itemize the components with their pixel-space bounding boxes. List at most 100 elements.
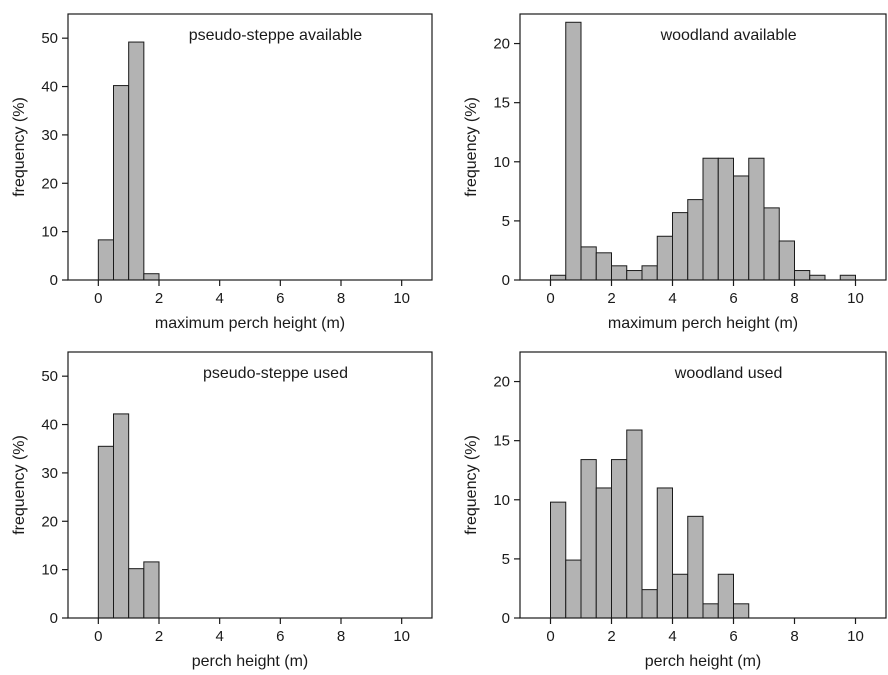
panel-pseudo-steppe-used: 0 2 4 6 8 10 0 10 20 30 40 50 perch height (m) freque…: [11, 351, 433, 670]
x-tick-label: 4: [215, 628, 223, 645]
y-tick-label: 20: [493, 36, 510, 53]
plot-frame: [519, 13, 887, 281]
y-tick-label: 5: [502, 551, 510, 568]
histogram-bar: [580, 459, 597, 619]
x-tick-label: 6: [729, 628, 737, 645]
histogram-bar: [687, 199, 704, 281]
y-tick-label: 30: [41, 127, 58, 144]
histogram-bar: [143, 273, 160, 281]
histogram-bar: [748, 157, 765, 281]
x-tick-label: 8: [790, 628, 798, 645]
y-tick-label: 20: [493, 374, 510, 391]
histogram-bar: [128, 41, 145, 281]
histogram-bar: [733, 175, 750, 281]
histogram-bar: [794, 270, 811, 281]
x-tick-label: 6: [729, 290, 737, 307]
histogram-bar: [641, 265, 658, 281]
histogram-bar: [733, 603, 750, 619]
histogram-bar: [97, 239, 115, 281]
histogram-bar: [656, 487, 673, 619]
x-tick-label: 2: [607, 290, 615, 307]
panel-title: woodland available: [660, 27, 797, 44]
x-tick-label: 10: [393, 290, 410, 307]
y-tick-label: 40: [41, 417, 58, 434]
x-tick-label: 6: [276, 628, 284, 645]
y-tick-label: 5: [502, 213, 510, 230]
histogram-bar: [809, 274, 826, 281]
histogram-bar: [595, 252, 612, 281]
y-tick-label: 0: [50, 272, 58, 289]
x-tick-label: 2: [155, 290, 163, 307]
x-tick-label: 10: [847, 290, 864, 307]
y-tick-label: 50: [41, 368, 58, 385]
plot-frame: [519, 351, 887, 619]
histogram-bar: [839, 274, 856, 281]
plot-frame: [67, 13, 433, 281]
x-tick-label: 6: [276, 290, 284, 307]
y-tick-label: 50: [41, 30, 58, 47]
y-tick-label: 30: [41, 465, 58, 482]
panel-title: woodland used: [674, 365, 783, 382]
x-tick-label: 8: [790, 290, 798, 307]
x-tick-label: 2: [607, 628, 615, 645]
y-tick-label: 0: [502, 610, 510, 627]
histogram-bar: [565, 559, 582, 619]
y-tick-label: 10: [41, 224, 58, 241]
y-tick-label: 10: [493, 154, 510, 171]
x-tick-label: 0: [94, 290, 102, 307]
x-tick-label: 2: [155, 628, 163, 645]
histogram-bar: [778, 240, 795, 281]
panel-woodland-available: 0 2 4 6 8 10 0 5 10 15 20 maximum perch height (m) f…: [463, 13, 887, 332]
x-axis-label: maximum perch height (m): [155, 315, 345, 332]
x-axis-label: perch height (m): [192, 653, 309, 670]
y-tick-label: 0: [50, 610, 58, 627]
x-tick-label: 10: [847, 628, 864, 645]
histogram-bar: [626, 270, 643, 281]
panel-pseudo-steppe-available: 0 2 4 6 8 10 0 10 20 30 40 50 maximum perch height (…: [11, 13, 433, 332]
y-tick-label: 10: [41, 562, 58, 579]
x-axis-label: perch height (m): [645, 653, 762, 670]
y-axis-label: frequency (%): [463, 97, 480, 197]
x-tick-label: 4: [668, 628, 676, 645]
histogram-bar: [641, 589, 658, 619]
y-axis-label: frequency (%): [11, 435, 28, 535]
histogram-bar: [143, 561, 160, 619]
x-tick-label: 8: [337, 290, 345, 307]
histogram-bar: [565, 21, 582, 281]
x-tick-label: 4: [215, 290, 223, 307]
y-tick-label: 20: [41, 175, 58, 192]
histogram-bar: [687, 515, 704, 619]
histogram-bar: [595, 487, 612, 619]
histogram-bar: [626, 429, 643, 619]
histogram-bar: [97, 445, 115, 619]
histogram-bar: [702, 603, 719, 619]
histogram-bar: [763, 207, 780, 281]
x-tick-label: 10: [393, 628, 410, 645]
histogram-bar: [672, 212, 689, 281]
x-axis-label: maximum perch height (m): [608, 315, 798, 332]
x-tick-label: 8: [337, 628, 345, 645]
panel-woodland-used: 0 2 4 6 8 10 0 5 10 15 20 perch height (m) frequency…: [463, 351, 887, 670]
histogram-bar: [611, 265, 628, 281]
y-tick-label: 15: [493, 433, 510, 450]
histogram-bar: [702, 157, 719, 281]
histogram-bar: [672, 573, 689, 619]
histogram-bar: [611, 459, 628, 619]
x-tick-label: 0: [546, 290, 554, 307]
y-tick-label: 15: [493, 95, 510, 112]
histogram-bar: [656, 235, 673, 281]
panel-title: pseudo-steppe available: [189, 27, 363, 44]
y-axis-label: frequency (%): [463, 435, 480, 535]
x-tick-label: 0: [94, 628, 102, 645]
histogram-bar: [717, 573, 734, 619]
histogram-bar: [128, 568, 145, 619]
y-tick-label: 40: [41, 79, 58, 96]
x-tick-label: 4: [668, 290, 676, 307]
histogram-bar: [580, 246, 597, 281]
y-tick-label: 10: [493, 492, 510, 509]
panel-title: pseudo-steppe used: [203, 365, 348, 382]
y-tick-label: 20: [41, 513, 58, 530]
histogram-bar: [113, 85, 130, 281]
histogram-bar: [550, 274, 567, 281]
